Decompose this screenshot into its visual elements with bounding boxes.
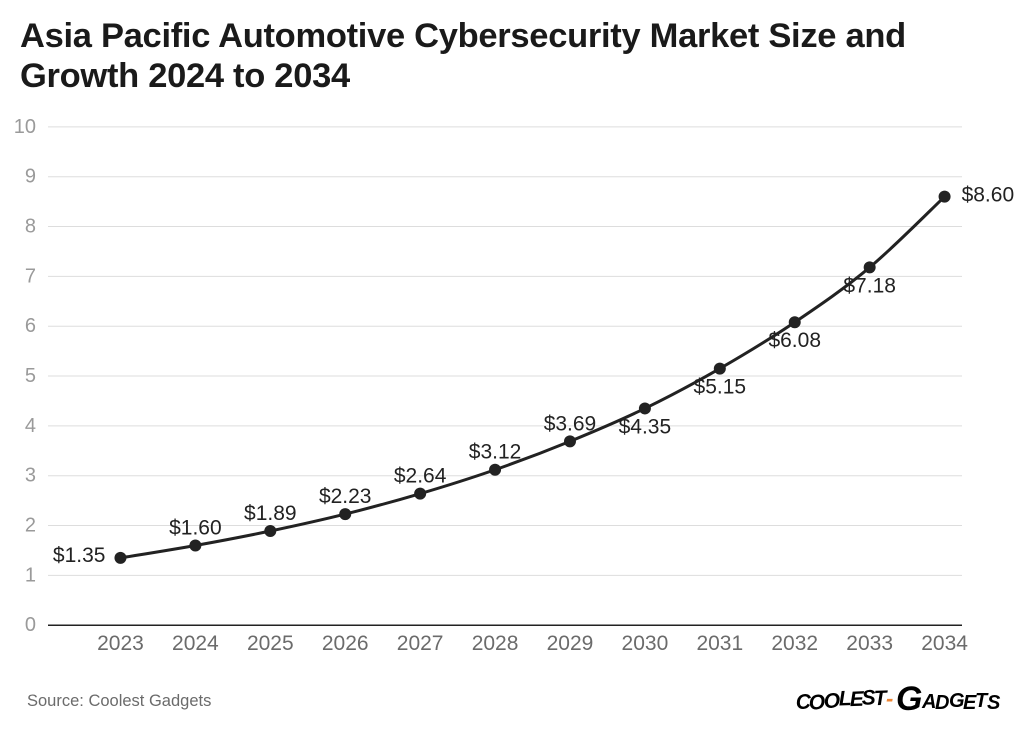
svg-text:$3.12: $3.12 xyxy=(469,441,522,464)
svg-text:$3.69: $3.69 xyxy=(544,412,597,435)
svg-text:9: 9 xyxy=(25,166,36,188)
svg-text:$4.35: $4.35 xyxy=(619,415,672,438)
svg-text:$6.08: $6.08 xyxy=(768,329,821,352)
svg-text:2027: 2027 xyxy=(397,632,444,655)
svg-text:$7.18: $7.18 xyxy=(843,274,896,297)
svg-text:$8.60: $8.60 xyxy=(962,184,1015,207)
svg-text:2023: 2023 xyxy=(97,632,144,655)
svg-text:4: 4 xyxy=(25,415,36,437)
svg-text:5: 5 xyxy=(25,365,36,387)
svg-text:10: 10 xyxy=(14,116,36,138)
svg-text:2024: 2024 xyxy=(172,632,219,655)
svg-text:2032: 2032 xyxy=(771,632,818,655)
svg-text:7: 7 xyxy=(25,265,36,287)
svg-text:$2.23: $2.23 xyxy=(319,485,372,508)
svg-text:6: 6 xyxy=(25,315,36,337)
svg-text:2033: 2033 xyxy=(846,632,893,655)
svg-text:2031: 2031 xyxy=(696,632,743,655)
svg-text:$1.60: $1.60 xyxy=(169,516,222,539)
svg-text:$2.64: $2.64 xyxy=(394,465,447,488)
svg-text:2034: 2034 xyxy=(921,632,968,655)
svg-text:-: - xyxy=(886,686,893,711)
svg-text:$1.89: $1.89 xyxy=(244,502,297,525)
svg-text:1: 1 xyxy=(25,564,36,586)
svg-text:3: 3 xyxy=(25,465,36,487)
svg-text:C O O: C O O L E S T xyxy=(796,686,889,715)
svg-text:2028: 2028 xyxy=(472,632,519,655)
svg-text:2026: 2026 xyxy=(322,632,369,655)
svg-text:2: 2 xyxy=(25,515,36,537)
svg-text:2030: 2030 xyxy=(622,632,669,655)
svg-text:G: G xyxy=(896,680,922,718)
svg-text:8: 8 xyxy=(25,216,36,238)
svg-text:$1.35: $1.35 xyxy=(53,544,106,567)
svg-text:2029: 2029 xyxy=(547,632,594,655)
svg-text:A D G: A D G E T S xyxy=(921,690,1001,714)
svg-text:$5.15: $5.15 xyxy=(694,376,747,399)
svg-text:2025: 2025 xyxy=(247,632,294,655)
svg-text:0: 0 xyxy=(25,614,36,636)
